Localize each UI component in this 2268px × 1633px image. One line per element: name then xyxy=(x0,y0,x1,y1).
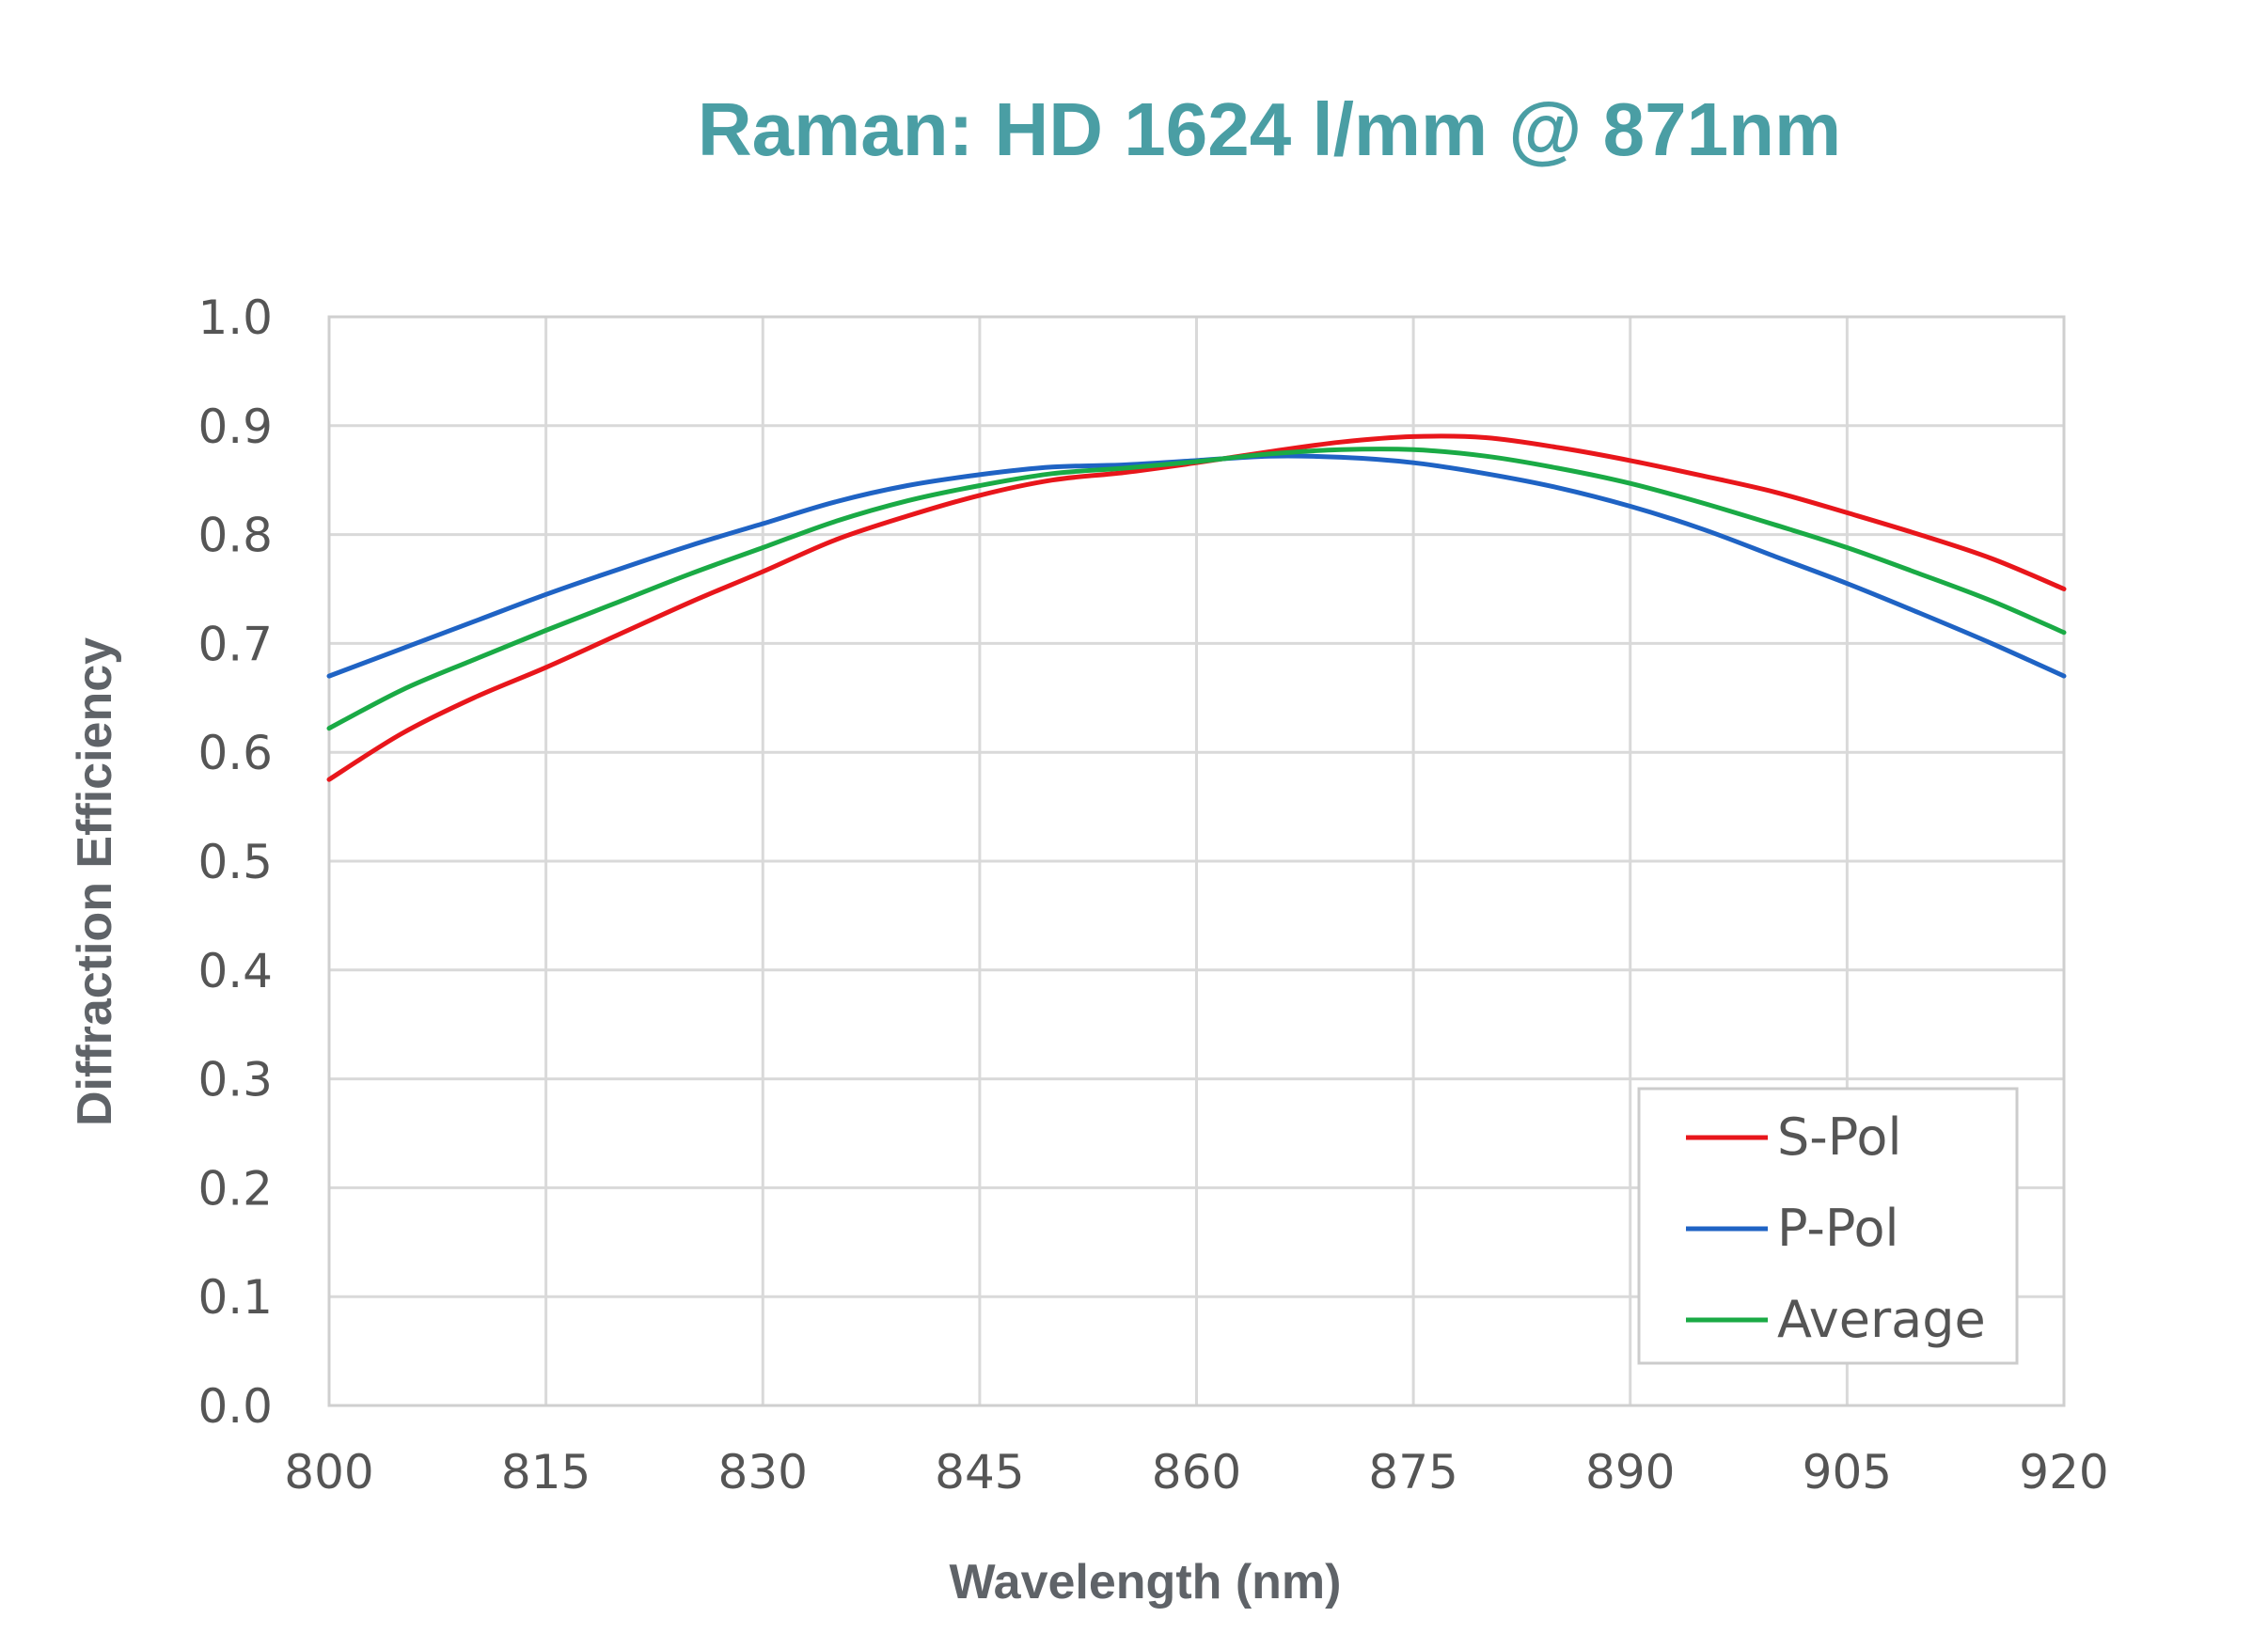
y-tick-label: 0.8 xyxy=(197,509,273,563)
y-tick-label: 1.0 xyxy=(197,290,273,345)
legend-label-average: Average xyxy=(1777,1290,1986,1349)
y-tick-label: 0.1 xyxy=(197,1270,273,1325)
legend-box xyxy=(1637,1087,2019,1365)
y-tick-label: 0.7 xyxy=(197,617,273,671)
y-axis-title: Diffraction Efficiency xyxy=(68,637,122,1126)
x-tick-label: 890 xyxy=(1585,1445,1675,1500)
x-tick-label: 815 xyxy=(501,1445,591,1500)
x-tick-label: 830 xyxy=(718,1445,808,1500)
x-tick-label: 800 xyxy=(284,1445,373,1500)
x-axis-ticks: 800 815 830 845 860 875 890 905 920 xyxy=(284,1445,2108,1500)
y-tick-label: 0.2 xyxy=(197,1161,273,1216)
x-tick-label: 845 xyxy=(935,1445,1024,1500)
legend-label-s-pol: S-Pol xyxy=(1777,1107,1901,1167)
series-line-average xyxy=(326,447,2067,731)
chart-title: Raman: HD 1624 l/mm @ 871nm xyxy=(698,87,1841,171)
legend: S-Pol P-Pol Average xyxy=(1637,1087,2019,1365)
series-layer xyxy=(326,433,2067,782)
y-tick-label: 0.0 xyxy=(197,1379,273,1434)
x-tick-label: 875 xyxy=(1368,1445,1457,1500)
x-tick-label: 905 xyxy=(1803,1445,1892,1500)
y-tick-label: 0.9 xyxy=(197,400,273,454)
y-tick-label: 0.3 xyxy=(197,1053,273,1107)
plot-area xyxy=(327,315,2066,1407)
x-tick-label: 860 xyxy=(1152,1445,1241,1500)
legend-label-p-pol: P-Pol xyxy=(1777,1199,1899,1258)
y-tick-label: 0.4 xyxy=(197,944,273,998)
y-tick-label: 0.6 xyxy=(197,726,273,780)
x-axis-title: Wavelength (nm) xyxy=(950,1555,1342,1609)
grid xyxy=(327,315,2066,1407)
y-axis-ticks: 0.0 0.1 0.2 0.3 0.4 0.5 0.6 0.7 0.8 0.9 1.0 xyxy=(197,290,273,1434)
x-tick-label: 920 xyxy=(2019,1445,2108,1500)
y-tick-label: 0.5 xyxy=(197,835,273,889)
